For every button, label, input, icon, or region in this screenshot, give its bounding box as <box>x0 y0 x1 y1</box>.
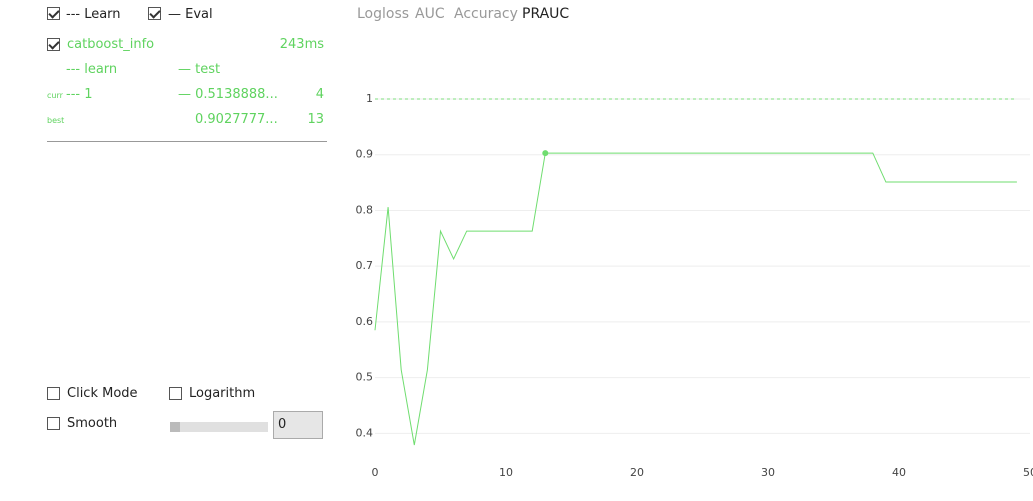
y-tick-label: 0.6 <box>356 315 374 328</box>
y-tick-label: 0.4 <box>356 426 374 439</box>
run-name: catboost_info <box>67 37 155 52</box>
checkbox[interactable] <box>47 417 60 430</box>
curr-label: curr <box>47 91 63 100</box>
smooth-label: Smooth <box>67 416 118 431</box>
smooth-value: 0 <box>278 417 287 432</box>
best-iter: 13 <box>307 112 324 127</box>
curr-learn: --- 1 <box>66 87 93 102</box>
tab[interactable]: AUC <box>415 6 445 22</box>
checkbox[interactable] <box>47 38 60 51</box>
tab[interactable]: Accuracy <box>454 6 518 22</box>
best-point <box>542 150 549 157</box>
divider <box>47 141 327 142</box>
checkbox[interactable] <box>148 7 161 20</box>
tab[interactable]: PRAUC <box>522 6 570 22</box>
best-label: best <box>47 116 65 125</box>
tab[interactable]: Logloss <box>357 6 410 22</box>
x-tick-label: 20 <box>630 466 644 479</box>
smooth-input[interactable]: 0 <box>273 411 323 439</box>
checkbox[interactable] <box>47 387 60 400</box>
y-tick-label: 0.5 <box>356 371 374 384</box>
curr-iter: 4 <box>315 87 324 102</box>
x-tick-label: 0 <box>372 466 379 479</box>
click-mode-label: Click Mode <box>67 386 138 401</box>
y-tick-label: 1 <box>366 92 373 105</box>
legend-eval: — Eval <box>168 7 213 22</box>
checkbox[interactable] <box>169 387 182 400</box>
checkbox[interactable] <box>47 7 60 20</box>
logarithm-label: Logarithm <box>189 386 256 401</box>
x-tick-label: 30 <box>761 466 775 479</box>
curr-test: — 0.5138888... <box>178 87 278 102</box>
x-tick-label: 40 <box>892 466 906 479</box>
slider-thumb[interactable] <box>170 422 180 432</box>
x-tick-label: 10 <box>499 466 513 479</box>
x-tick-label: 50 <box>1023 466 1033 479</box>
test-label: — test <box>178 62 221 77</box>
series-line <box>374 152 1017 446</box>
run-time: 243ms <box>279 37 324 52</box>
legend-learn: --- Learn <box>66 7 121 22</box>
y-tick-label: 0.9 <box>356 148 374 161</box>
y-tick-label: 0.8 <box>356 203 374 216</box>
y-tick-label: 0.7 <box>356 259 374 272</box>
smooth-slider[interactable] <box>170 422 268 432</box>
learn-label: --- learn <box>66 62 118 77</box>
best-test: 0.9027777... <box>195 112 278 127</box>
